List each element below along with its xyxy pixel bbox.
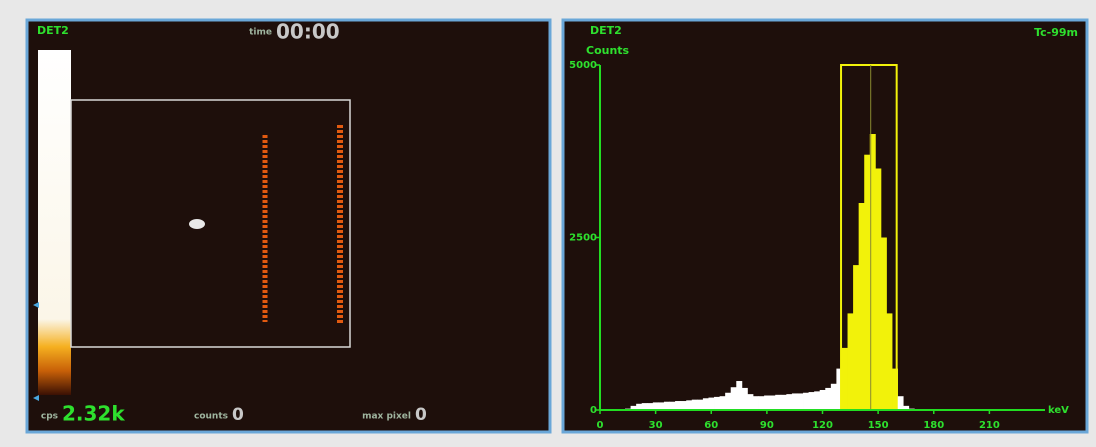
time-label: time [249,28,272,38]
spectrum-bin [886,313,892,410]
spectrum-bin [842,348,848,410]
spectrum-bin [714,397,720,410]
spectrum-bin [747,394,753,410]
spectrum-bin [692,400,698,410]
spectrum-bin [670,402,676,410]
spectrum-bin [664,402,670,410]
spectrum-bin [875,169,881,411]
color-scale [38,50,71,395]
spectrum-bin [781,395,787,410]
panel-bg [27,20,550,432]
spectrum-bin [653,402,659,410]
spectrum-bin [742,388,748,410]
chart-title: DET2 [590,24,622,37]
hotspot [189,219,205,229]
max-pixel-value: 0 [415,405,427,425]
spectrum-bin [792,393,798,410]
spectrum-bin [775,395,781,410]
spectrum-bin [708,398,714,410]
x-tick-label: 180 [923,420,944,431]
y-tick-label: 2500 [569,233,597,244]
spectrum-bin [753,396,759,410]
spectrum-bin [853,265,859,410]
spectrum-bin [720,396,726,410]
spectrum-bin [697,400,703,410]
spectrum-bin [759,396,765,410]
spectrum-bin [859,203,865,410]
spectrum-bin [831,384,837,410]
spectrum-bin [642,403,648,410]
time-value: 00:00 [276,20,340,44]
x-tick-label: 120 [812,420,833,431]
counts-value: 0 [232,405,244,425]
x-tick-label: 30 [649,420,663,431]
spectrum-bin [797,393,803,410]
spectrum-bin [898,396,904,410]
spectrum-bin [864,155,870,410]
image-panel: DET2 time 00:00 cps 2.32k counts 0 max p… [27,20,550,433]
spectrum-bin [848,313,854,410]
x-tick-label: 90 [760,420,774,431]
spectrum-bin [881,238,887,411]
screen: DET2 time 00:00 cps 2.32k counts 0 max p… [0,0,1096,447]
spectrum-bin [675,401,681,410]
spectrum-bin [764,396,770,410]
spectrum-bin [658,402,664,410]
spectrum-bin [803,393,809,410]
detector-label: DET2 [37,24,69,37]
cps-label: cps [41,412,58,422]
spectrum-bin [681,401,687,410]
x-tick-label: 0 [597,420,604,431]
spectrum-bin [770,396,776,410]
spectrum-bin [825,388,831,410]
spectrum-bin [725,393,731,410]
spectrum-bin [809,392,815,410]
y-axis-label: Counts [586,44,630,57]
counts-label: counts [194,412,228,422]
x-tick-label: 210 [979,420,1000,431]
spectrum-bin [703,398,709,410]
y-tick-label: 0 [590,405,597,416]
spectrum-bin [786,394,792,410]
spectrum-bin [736,381,742,410]
spectrum-bin [814,391,820,410]
max-pixel-label: max pixel [362,412,411,422]
spectrum-bin [731,387,737,410]
spectrum-bin [647,403,653,410]
x-tick-label: 150 [868,420,889,431]
cps-value: 2.32k [62,402,125,426]
x-axis-label: keV [1048,405,1069,416]
spectrum-bin [820,390,826,410]
isotope-label: Tc-99m [1034,26,1078,39]
spectrum-panel: DET2 Tc-99m Counts keV 0 2500 5000 0 30 60 90 1… [563,20,1087,432]
spectrum-bin [686,400,692,410]
panel-bg [563,20,1087,432]
y-tick-label: 5000 [569,60,597,71]
x-tick-label: 60 [704,420,718,431]
